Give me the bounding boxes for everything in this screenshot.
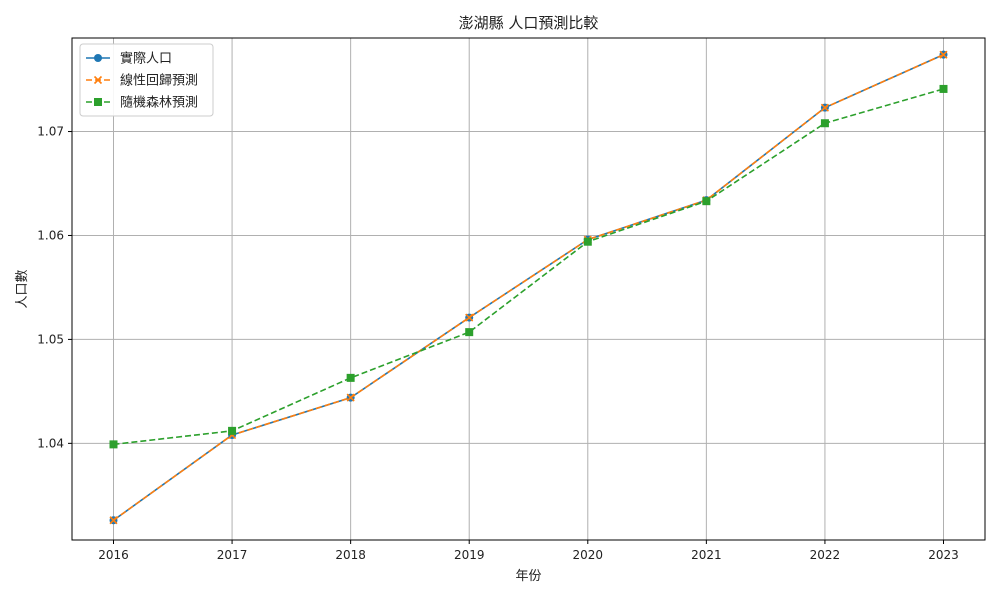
- data-point: [228, 426, 237, 435]
- y-axis: 1.04 1.05 1.06 1.07: [37, 125, 72, 450]
- data-point: [702, 197, 711, 206]
- data-point: [820, 103, 829, 112]
- y-tick-label: 1.05: [37, 332, 64, 346]
- legend-marker: [94, 54, 102, 62]
- x-tick-label: 2020: [573, 548, 604, 562]
- legend-marker: [93, 75, 103, 85]
- legend-item: 實際人口: [86, 51, 172, 67]
- x-tick-label: 2022: [810, 548, 841, 562]
- series-line: [113, 88, 944, 446]
- grid: [72, 38, 985, 540]
- y-tick-label: 1.06: [37, 228, 64, 242]
- x-tick-label: 2023: [928, 548, 959, 562]
- y-axis-label: 人口數: [15, 269, 30, 308]
- y-tick-label: 1.07: [37, 125, 64, 139]
- data-point: [465, 328, 474, 337]
- legend-label: 線性回歸預測: [120, 73, 198, 89]
- legend-item: 線性回歸預測: [86, 73, 198, 89]
- x-tick-label: 2018: [335, 548, 366, 562]
- legend-label: 隨機森林預測: [120, 96, 198, 111]
- legend-label: 實際人口: [120, 51, 172, 67]
- data-point: [820, 119, 829, 128]
- data-point: [939, 50, 948, 59]
- legend-item: 隨機森林預測: [86, 96, 198, 111]
- series-line: [113, 53, 944, 521]
- plot-frame: [71, 37, 986, 541]
- data-point: [346, 393, 355, 402]
- legend-marker: [94, 98, 102, 106]
- x-axis-label: 年份: [515, 569, 541, 584]
- data-point: [109, 440, 118, 449]
- y-tick-label: 1.04: [37, 436, 64, 450]
- series-3: [109, 84, 948, 449]
- data-point: [583, 237, 592, 246]
- data-point: [939, 84, 948, 93]
- chart-title: 澎湖縣 人口預測比較: [459, 14, 599, 32]
- x-tick-label: 2016: [98, 548, 129, 562]
- x-tick-label: 2021: [691, 548, 722, 562]
- x-tick-label: 2017: [217, 548, 248, 562]
- legend-box: [79, 43, 214, 117]
- data-point: [109, 516, 118, 525]
- x-axis: 2016 2017 2018 2019 2020 2021 2022 2023: [98, 540, 959, 562]
- data-point: [346, 373, 355, 382]
- x-tick-label: 2019: [454, 548, 485, 562]
- data-point: [465, 313, 474, 322]
- series-layer: [109, 50, 948, 525]
